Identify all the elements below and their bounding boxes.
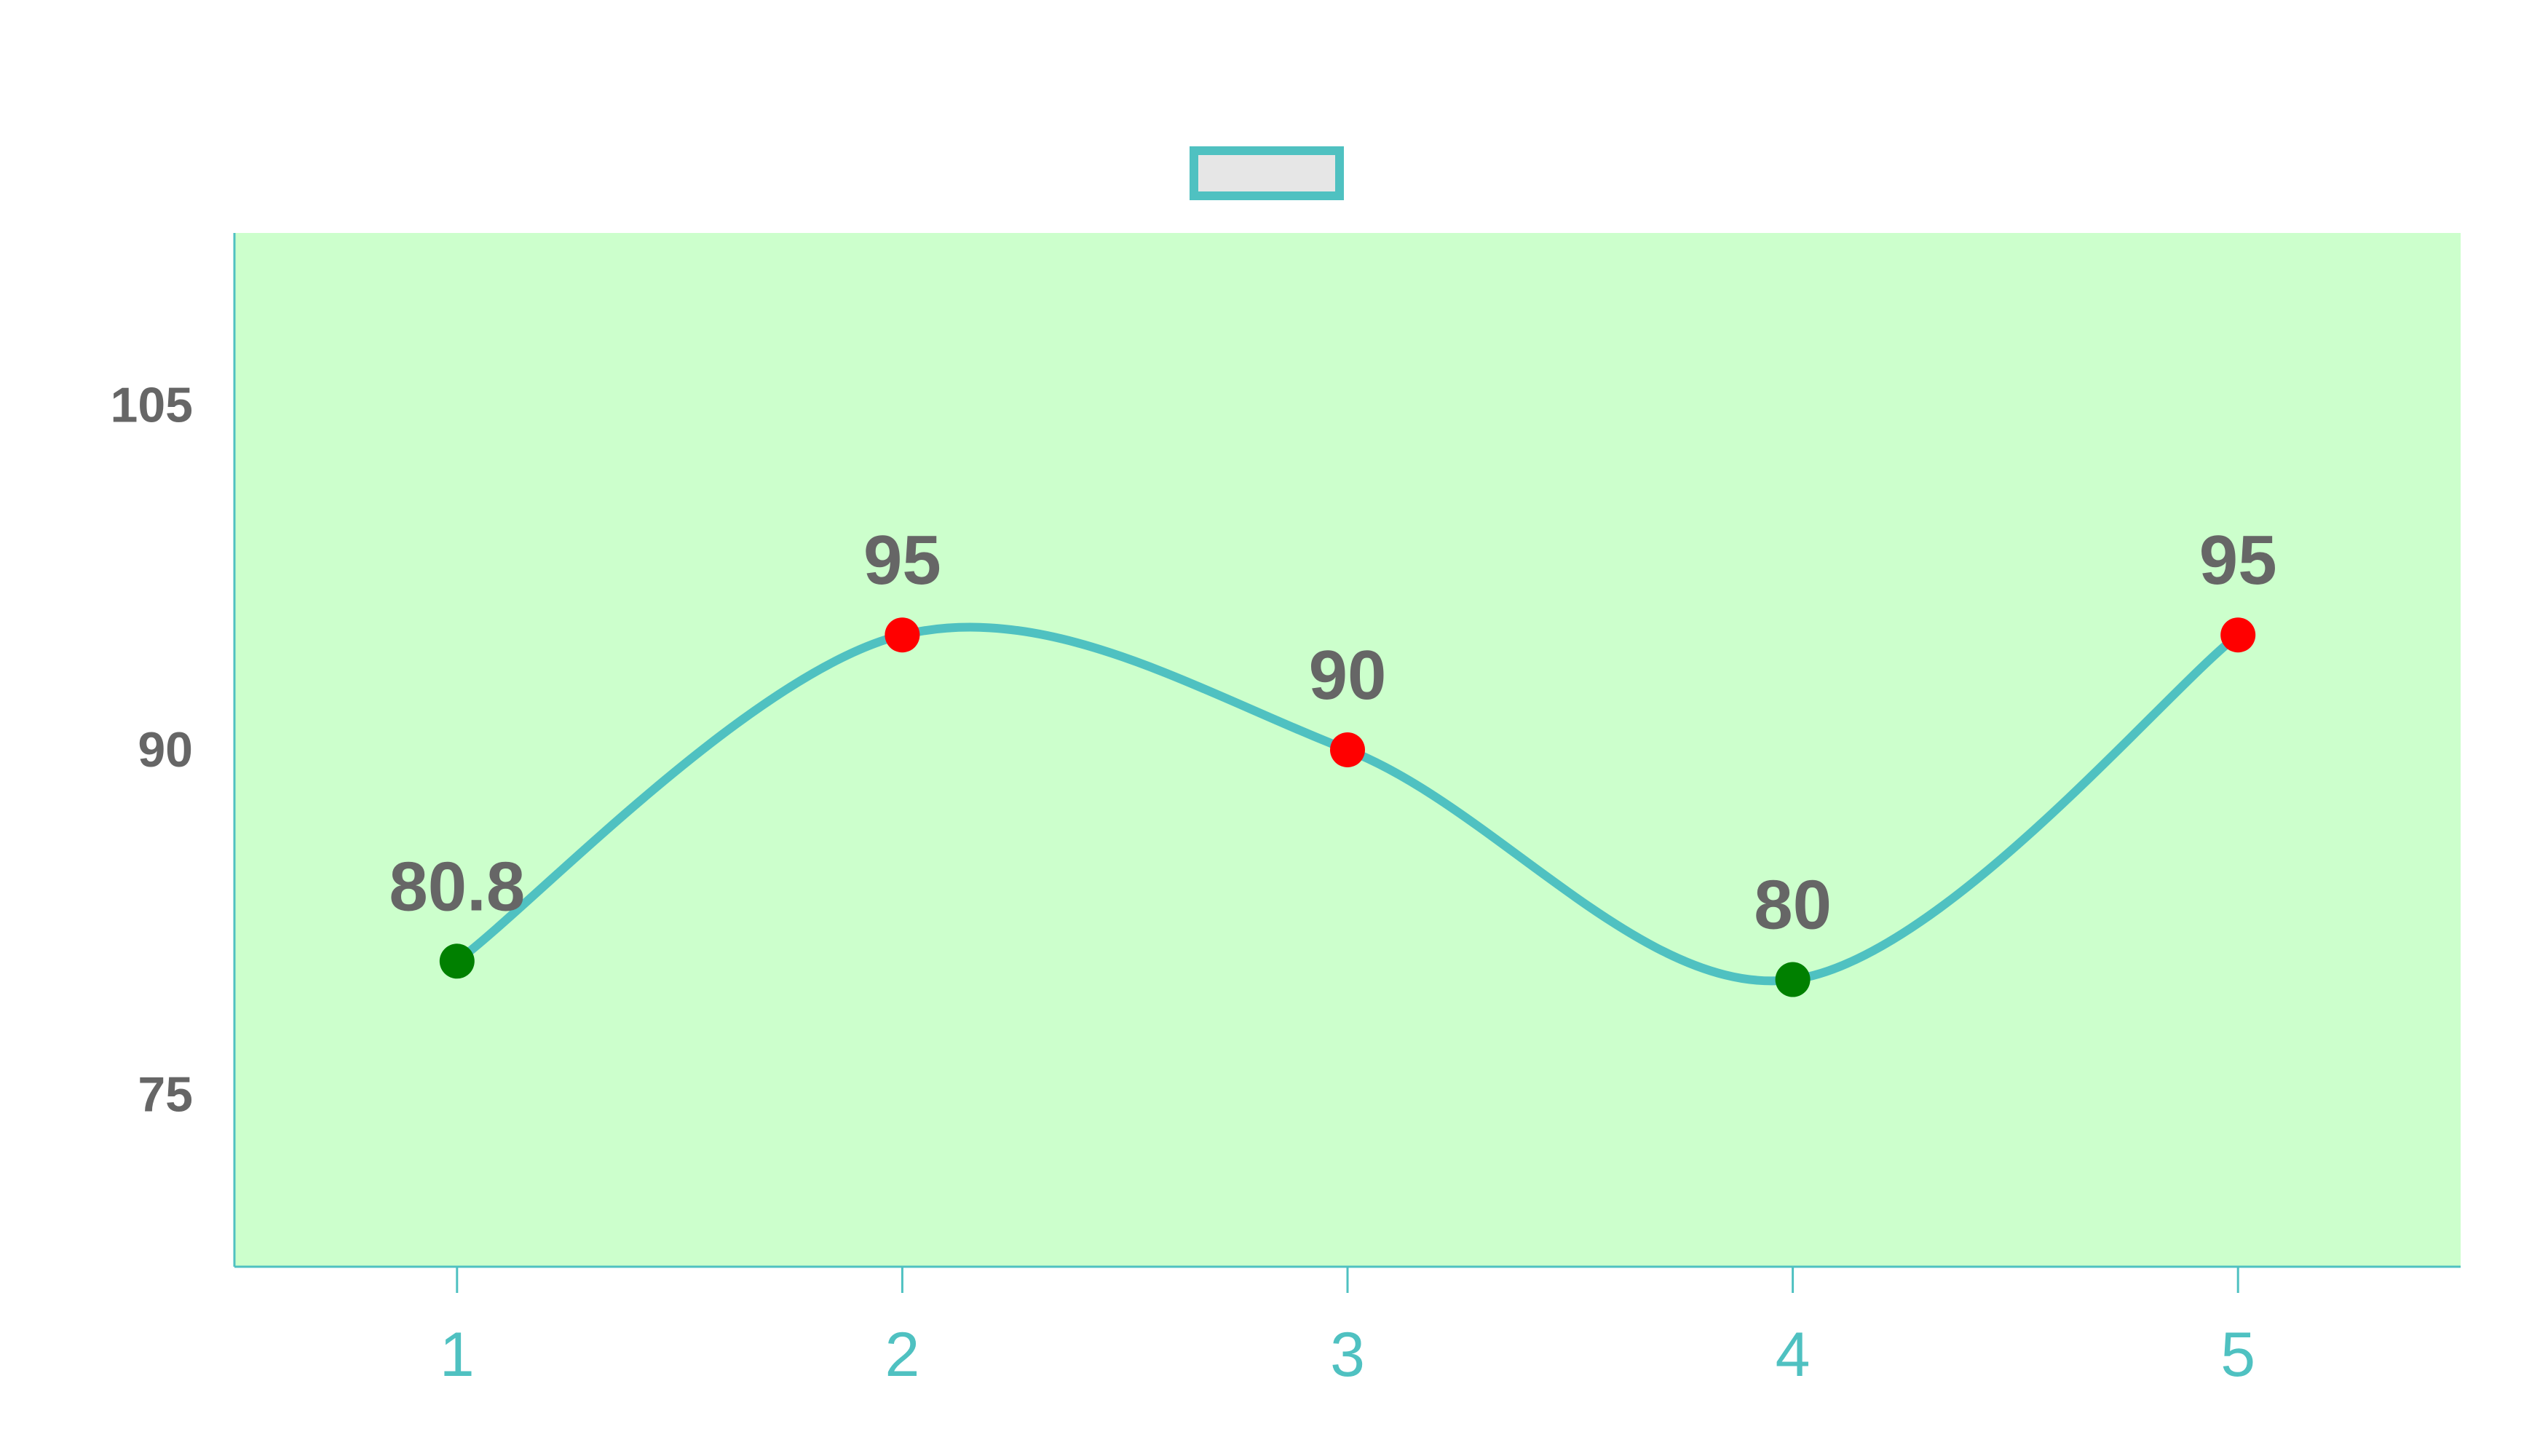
data-point[interactable] [2220, 617, 2256, 653]
y-tick-label: 75 [138, 1067, 193, 1122]
x-tick-label: 3 [1330, 1320, 1365, 1390]
data-labels: 80.8 95 90 80 95 [389, 521, 2276, 943]
data-point[interactable] [1330, 732, 1365, 767]
y-tick-label: 105 [111, 378, 193, 433]
data-point[interactable] [439, 943, 475, 979]
data-label: 95 [2199, 521, 2277, 599]
x-tick-label: 4 [1776, 1320, 1811, 1390]
data-label: 90 [1309, 636, 1387, 714]
data-point[interactable] [1775, 962, 1811, 997]
x-tick-labels: 1 2 3 4 5 [440, 1267, 2255, 1390]
data-point[interactable] [885, 617, 920, 653]
data-label: 80.8 [389, 847, 525, 925]
x-tick-label: 1 [440, 1320, 475, 1390]
legend[interactable] [1190, 146, 1344, 200]
x-tick-label: 2 [885, 1320, 919, 1390]
data-label: 80 [1754, 866, 1832, 944]
x-tick-label: 5 [2220, 1320, 2255, 1390]
data-points [439, 617, 2256, 997]
legend-swatch[interactable] [1190, 146, 1344, 200]
y-tick-labels: 75 90 105 [111, 378, 193, 1123]
y-tick-label: 90 [138, 722, 193, 778]
data-label: 95 [863, 521, 941, 599]
